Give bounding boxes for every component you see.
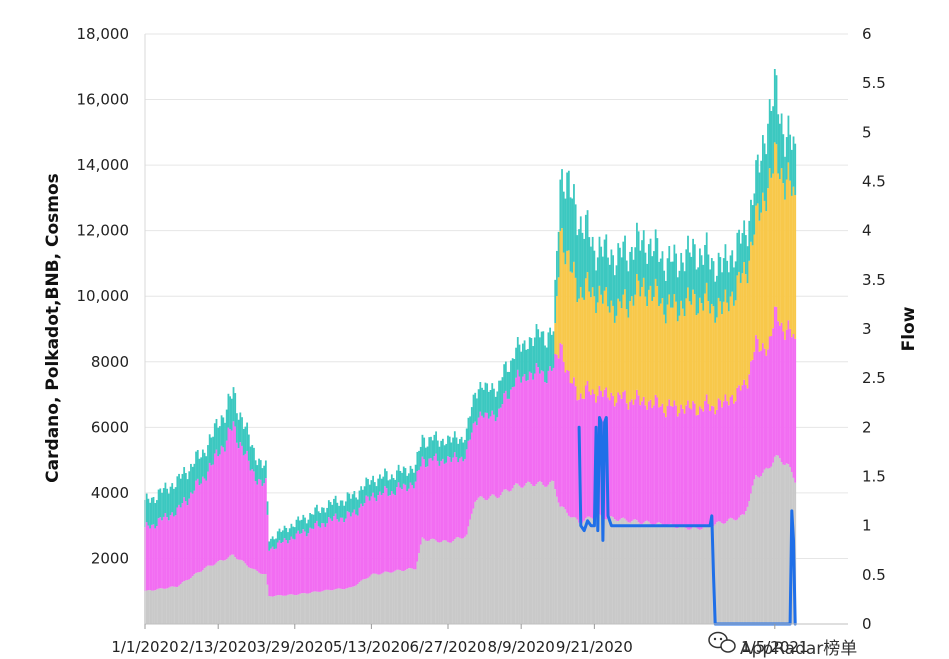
y2-tick-label: 2.5	[862, 369, 886, 387]
y-tick-label: 4000	[91, 484, 129, 502]
x-tick-label: 5/13/2020	[333, 638, 410, 656]
x-tick-label: 3/29/2020	[256, 638, 333, 656]
y-tick-label: 18,000	[77, 25, 130, 43]
x-tick-label: 1/5/2021	[741, 638, 808, 656]
y2-tick-label: 2	[862, 418, 872, 436]
y-tick-label: 2000	[91, 549, 129, 567]
y2-tick-label: 4.5	[862, 173, 886, 191]
y2-tick-label: 0	[862, 615, 872, 633]
y2-tick-label: 1	[862, 517, 872, 535]
x-tick-label: 2/13/2020	[180, 638, 257, 656]
axes: 2000 4000 6000 8000 10,000 12,000 14,000 16,000…	[77, 25, 886, 656]
x-tick-label: 1/1/2020	[111, 638, 178, 656]
data-areas	[144, 68, 797, 624]
y2-tick-label: 3	[862, 320, 872, 338]
y2-tick-label: 5	[862, 123, 872, 141]
y2-tick-label: 3.5	[862, 271, 886, 289]
y-tick-label: 14,000	[77, 156, 130, 174]
y-tick-label: 12,000	[77, 222, 130, 240]
x-tick-label: 6/27/2020	[410, 638, 487, 656]
y-tick-label: 16,000	[77, 91, 130, 109]
y-tick-label: 6000	[91, 418, 129, 436]
y2-axis-title: Flow	[899, 306, 919, 351]
watermark: AppRadar榜单	[708, 631, 857, 659]
y2-tick-label: 4	[862, 222, 872, 240]
y2-tick-label: 6	[862, 25, 872, 43]
y2-tick-label: 5.5	[862, 74, 886, 92]
y-axis-title: Cardano, Polkadot,BNB, Cosmos	[43, 173, 63, 483]
wechat-icon	[708, 631, 736, 653]
y2-tick-label: 1.5	[862, 468, 886, 486]
x-tick-label: 9/21/2020	[556, 638, 633, 656]
x-tick-label: 8/9/2020	[487, 638, 554, 656]
y2-tick-label: 0.5	[862, 566, 886, 584]
y-tick-label: 8000	[91, 353, 129, 371]
y-tick-label: 10,000	[77, 287, 130, 305]
watermark-text: AppRadar榜单	[740, 639, 857, 659]
